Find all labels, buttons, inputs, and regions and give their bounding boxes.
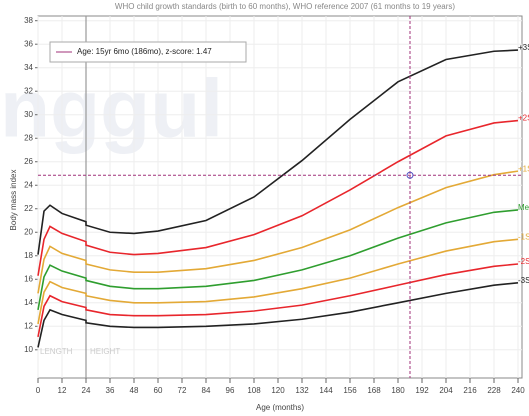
x-tick-label: 216	[463, 386, 477, 395]
y-tick-label: 22	[24, 204, 33, 213]
y-tick-label: 18	[24, 251, 33, 260]
marker-point	[406, 171, 414, 179]
y-axis-label: Body mass index	[9, 170, 18, 231]
x-tick-label: 168	[367, 386, 381, 395]
y-tick-label: 38	[24, 16, 33, 25]
x-tick-label: 180	[391, 386, 405, 395]
curve	[37, 49, 519, 255]
curve	[37, 170, 519, 294]
chart-title: WHO child growth standards (birth to 60 …	[115, 2, 455, 11]
x-tick-label: 240	[511, 386, 525, 395]
x-tick-label: 60	[154, 386, 163, 395]
curve	[37, 282, 519, 348]
x-tick-label: 204	[439, 386, 453, 395]
legend-text: Age: 15yr 6mo (186mo), z-score: 1.47	[77, 47, 212, 56]
y-tick-label: 24	[24, 180, 33, 189]
x-tick-label: 144	[319, 386, 333, 395]
curve-label: +1SD	[518, 164, 529, 173]
zone-label: HEIGHT	[90, 347, 120, 356]
curve	[37, 238, 519, 325]
x-tick-label: 12	[58, 386, 67, 395]
x-tick-label: 84	[202, 386, 211, 395]
y-tick-label: 16	[24, 274, 33, 283]
curve	[37, 209, 519, 310]
x-tick-label: 48	[130, 386, 139, 395]
curve	[37, 263, 519, 338]
curve-label: +3SD	[518, 43, 529, 52]
watermark: nggul	[0, 64, 223, 155]
y-tick-label: 36	[24, 39, 33, 48]
legend-box	[49, 41, 247, 63]
y-tick-label: 20	[24, 227, 33, 236]
y-tick-label: 34	[24, 63, 33, 72]
x-tick-label: 0	[36, 386, 41, 395]
zone-label: LENGTH	[40, 347, 73, 356]
x-tick-label: 108	[247, 386, 261, 395]
x-tick-label: 228	[487, 386, 501, 395]
y-tick-label: 26	[24, 157, 33, 166]
y-tick-label: 32	[24, 86, 33, 95]
y-tick-label: 30	[24, 110, 33, 119]
x-tick-label: 96	[226, 386, 235, 395]
curve-label: Median	[518, 203, 529, 212]
curve-label: -3SD	[518, 276, 529, 285]
x-tick-label: 156	[343, 386, 357, 395]
x-axis-label: Age (months)	[256, 403, 304, 412]
y-tick-label: 14	[24, 298, 33, 307]
y-tick-label: 12	[24, 321, 33, 330]
curve	[37, 119, 519, 276]
x-tick-label: 24	[82, 386, 91, 395]
x-tick-label: 72	[178, 386, 187, 395]
y-tick-label: 28	[24, 133, 33, 142]
x-tick-label: 132	[295, 386, 309, 395]
x-tick-label: 36	[106, 386, 115, 395]
x-tick-label: 120	[271, 386, 285, 395]
x-tick-label: 192	[415, 386, 429, 395]
curve-label: +2SD	[518, 114, 529, 123]
curve-label: -1SD	[518, 232, 529, 241]
y-tick-label: 10	[24, 345, 33, 354]
curve-label: -2SD	[518, 257, 529, 266]
